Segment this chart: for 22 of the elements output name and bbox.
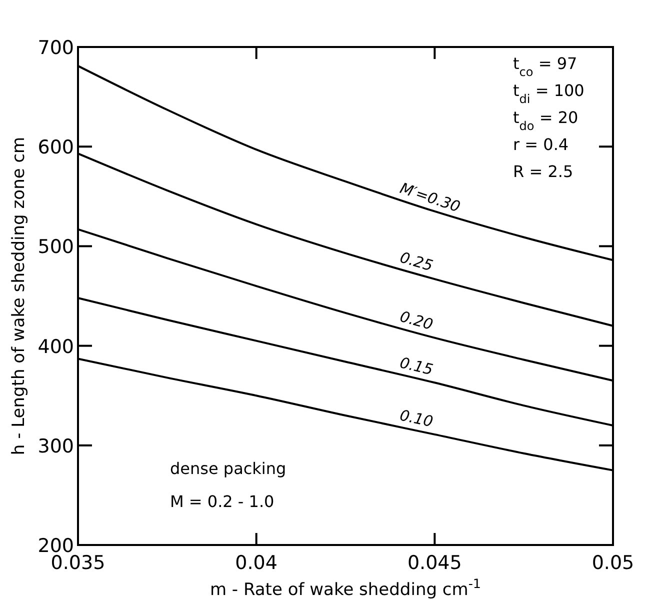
annotation: t$_{co}$ = 97 <box>513 54 578 79</box>
text: 0.10 <box>398 406 435 431</box>
annotation: r = 0.4 <box>513 135 569 154</box>
annotation: dense packing <box>170 459 286 478</box>
x-tick-label: 0.04 <box>235 552 278 574</box>
x-tick-label: 0.045 <box>407 552 462 574</box>
y-tick-label: 300 <box>38 435 74 458</box>
y-tick-label: 400 <box>38 336 74 358</box>
text: 0.15 <box>398 354 435 379</box>
x-axis-title: m - Rate of wake shedding cm$^{-1}$ <box>210 576 482 600</box>
y-tick-label: 600 <box>38 136 74 159</box>
annotation: R = 2.5 <box>513 162 574 181</box>
x-tick-label: 0.035 <box>50 552 106 574</box>
x-tick-label: 0.05 <box>592 552 634 574</box>
text: 0.20 <box>398 307 435 334</box>
text: 0.25 <box>398 248 435 275</box>
y-axis-title: h - Length of wake shedding zone cm <box>9 136 29 456</box>
y-tick-label: 700 <box>38 37 74 59</box>
annotation: M = 0.2 - 1.0 <box>170 492 274 511</box>
annotation: t$_{do}$ = 20 <box>513 108 578 133</box>
y-tick-label: 500 <box>38 236 74 258</box>
annotation: t$_{di}$ = 100 <box>513 81 584 106</box>
